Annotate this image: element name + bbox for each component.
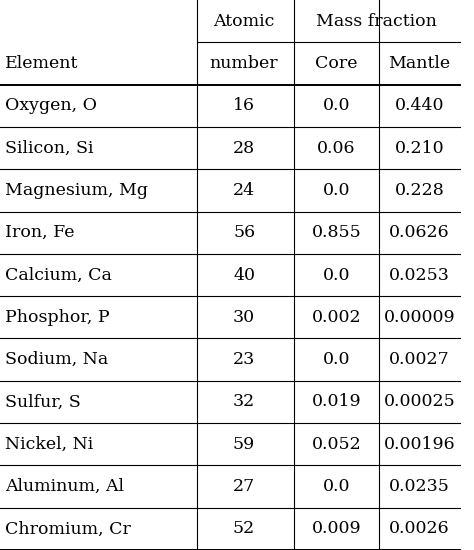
Text: 0.228: 0.228 <box>395 182 444 199</box>
Text: 0.0: 0.0 <box>323 267 350 283</box>
Text: Element: Element <box>5 55 78 72</box>
Text: 24: 24 <box>233 182 255 199</box>
Text: Mantle: Mantle <box>388 55 451 72</box>
Text: 0.06: 0.06 <box>317 140 356 157</box>
Text: 40: 40 <box>233 267 255 283</box>
Text: 0.00196: 0.00196 <box>383 436 456 453</box>
Text: Phosphor, P: Phosphor, P <box>5 309 109 326</box>
Text: Atomic: Atomic <box>213 13 275 30</box>
Text: 59: 59 <box>233 436 255 453</box>
Text: 56: 56 <box>233 224 255 241</box>
Text: 0.0: 0.0 <box>323 478 350 495</box>
Text: 28: 28 <box>233 140 255 157</box>
Text: 0.0026: 0.0026 <box>389 520 450 537</box>
Text: Sulfur, S: Sulfur, S <box>5 393 81 410</box>
Text: number: number <box>210 55 278 72</box>
Text: 0.440: 0.440 <box>395 97 444 114</box>
Text: 0.0: 0.0 <box>323 182 350 199</box>
Text: 0.210: 0.210 <box>395 140 444 157</box>
Text: 27: 27 <box>233 478 255 495</box>
Text: 32: 32 <box>233 393 255 410</box>
Text: Iron, Fe: Iron, Fe <box>5 224 74 241</box>
Text: Sodium, Na: Sodium, Na <box>5 351 108 368</box>
Text: 0.00009: 0.00009 <box>383 309 456 326</box>
Text: Silicon, Si: Silicon, Si <box>5 140 93 157</box>
Text: Core: Core <box>315 55 358 72</box>
Text: Aluminum, Al: Aluminum, Al <box>5 478 124 495</box>
Text: 0.0027: 0.0027 <box>389 351 450 368</box>
Text: 16: 16 <box>233 97 255 114</box>
Text: 52: 52 <box>233 520 255 537</box>
Text: 0.0235: 0.0235 <box>389 478 450 495</box>
Text: 0.855: 0.855 <box>312 224 361 241</box>
Text: 0.0: 0.0 <box>323 351 350 368</box>
Text: 0.002: 0.002 <box>312 309 361 326</box>
Text: Magnesium, Mg: Magnesium, Mg <box>5 182 148 199</box>
Text: 0.009: 0.009 <box>312 520 361 537</box>
Text: Nickel, Ni: Nickel, Ni <box>5 436 93 453</box>
Text: Mass fraction: Mass fraction <box>316 13 438 30</box>
Text: 0.0626: 0.0626 <box>389 224 450 241</box>
Text: 0.0: 0.0 <box>323 97 350 114</box>
Text: Calcium, Ca: Calcium, Ca <box>5 267 111 283</box>
Text: 30: 30 <box>233 309 255 326</box>
Text: 23: 23 <box>233 351 255 368</box>
Text: 0.019: 0.019 <box>312 393 361 410</box>
Text: 0.0253: 0.0253 <box>389 267 450 283</box>
Text: 0.00025: 0.00025 <box>383 393 456 410</box>
Text: Chromium, Cr: Chromium, Cr <box>5 520 131 537</box>
Text: 0.052: 0.052 <box>312 436 361 453</box>
Text: Oxygen, O: Oxygen, O <box>5 97 97 114</box>
